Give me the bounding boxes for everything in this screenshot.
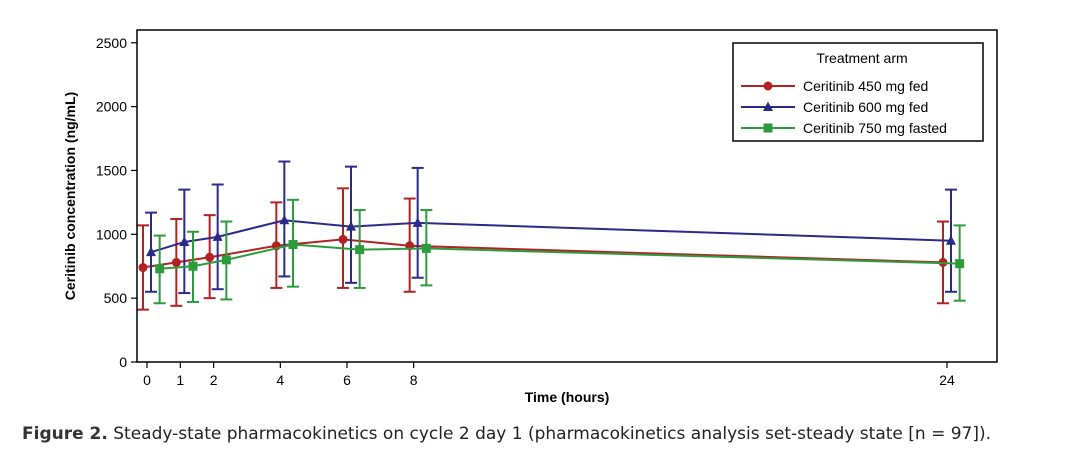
x-tick-label: 2: [210, 372, 218, 388]
data-point: [355, 245, 365, 255]
data-point: [171, 257, 181, 267]
data-point: [212, 231, 223, 241]
legend: Treatment arm Ceritinib 450 mg fed Ceritin…: [732, 42, 984, 142]
figure-caption: Figure 2. Steady-state pharmacokinetics …: [22, 424, 1072, 444]
plot-frame: [136, 29, 998, 363]
series-2: [145, 160, 957, 295]
data-point: [155, 264, 165, 274]
x-tick-label: 1: [176, 372, 184, 388]
legend-entry: Ceritinib 750 mg fasted: [803, 120, 947, 136]
y-tick-label: 2500: [96, 35, 127, 51]
data-point: [288, 240, 298, 250]
legend-entry: Ceritinib 450 mg fed: [803, 78, 928, 94]
data-point: [955, 259, 965, 269]
data-point: [221, 255, 231, 265]
data-point: [205, 252, 215, 262]
y-tick-label: 1500: [96, 162, 127, 178]
y-tick-label: 2000: [96, 99, 127, 115]
x-tick-label: 4: [276, 372, 284, 388]
legend-box: [732, 42, 984, 142]
x-tick-label: 8: [410, 372, 418, 388]
legend-title: Treatment arm: [816, 50, 907, 66]
y-tick-label: 1000: [96, 226, 127, 242]
x-tick-label: 0: [143, 372, 151, 388]
y-axis-label: Ceritinib concentration (ng/mL): [62, 92, 78, 300]
caption-text: Steady-state pharmacokinetics on cycle 2…: [107, 424, 992, 444]
caption-label: Figure 2.: [22, 424, 108, 444]
legend-marker: [763, 81, 773, 91]
data-point: [179, 236, 190, 246]
x-tick-label: 6: [343, 372, 351, 388]
x-axis-label: Time (hours): [525, 389, 610, 405]
data-point: [946, 235, 956, 245]
y-tick-label: 500: [104, 290, 128, 306]
data-point: [188, 261, 198, 271]
data-point: [279, 214, 290, 225]
series-line: [142, 238, 944, 269]
legend-marker: [763, 101, 773, 111]
series-line: [159, 243, 960, 270]
data-point: [138, 263, 148, 273]
data-point: [412, 217, 423, 227]
plot-area: [137, 160, 966, 311]
legend-entry: Ceritinib 600 mg fed: [803, 99, 928, 115]
data-point: [421, 243, 431, 253]
data-point: [146, 246, 156, 257]
data-point: [346, 221, 356, 231]
legend-marker: [763, 123, 773, 133]
series-1: [137, 187, 949, 311]
series-3: [153, 198, 966, 305]
x-tick-label: 24: [939, 372, 955, 388]
y-tick-label: 0: [119, 354, 127, 370]
data-point: [338, 234, 348, 244]
